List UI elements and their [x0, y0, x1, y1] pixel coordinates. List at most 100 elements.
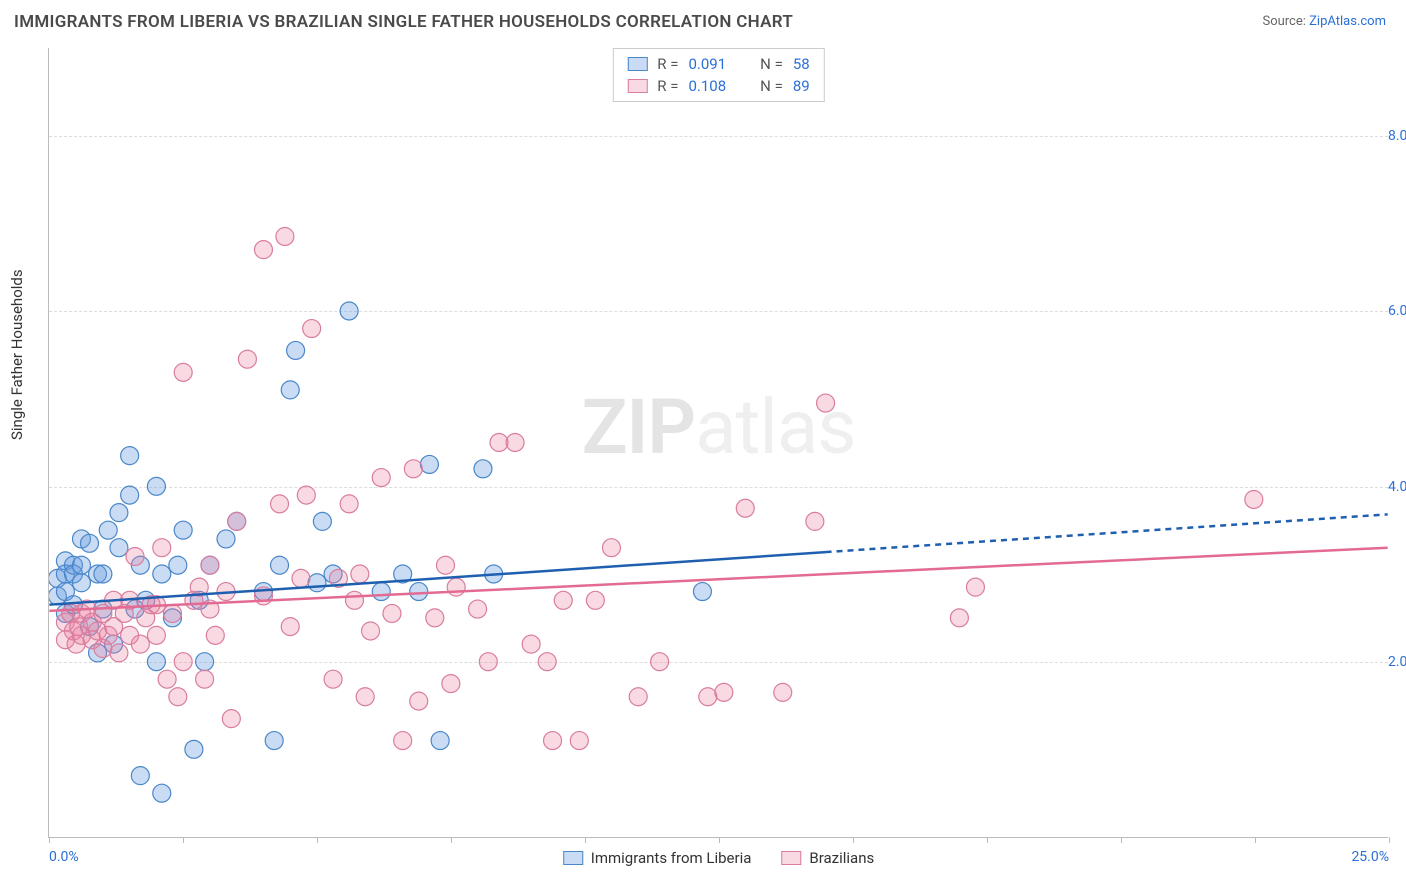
x-tick [317, 837, 318, 843]
plot-area: ZIPatlas R =0.091N =58R =0.108N =89 Immi… [48, 48, 1388, 838]
data-point-brazilians [174, 653, 192, 671]
chart-title: IMMIGRANTS FROM LIBERIA VS BRAZILIAN SIN… [14, 12, 793, 32]
data-point-liberia [169, 556, 187, 574]
data-point-liberia [217, 530, 235, 548]
data-point-brazilians [736, 499, 754, 517]
data-point-liberia [147, 477, 165, 495]
data-point-brazilians [174, 363, 192, 381]
data-point-brazilians [351, 565, 369, 583]
source-prefix: Source: [1262, 14, 1309, 29]
data-point-brazilians [362, 622, 380, 640]
x-tick [719, 837, 720, 843]
data-point-brazilians [110, 644, 128, 662]
data-point-brazilians [158, 670, 176, 688]
data-point-brazilians [651, 653, 669, 671]
x-tick [1255, 837, 1256, 843]
legend-item: Brazilians [781, 849, 874, 867]
source-link[interactable]: ZipAtlas.com [1309, 14, 1386, 29]
data-point-brazilians [442, 675, 460, 693]
x-tick [853, 837, 854, 843]
data-point-brazilians [383, 604, 401, 622]
data-point-brazilians [479, 653, 497, 671]
data-point-brazilians [228, 512, 246, 530]
data-point-liberia [110, 539, 128, 557]
data-point-brazilians [372, 469, 390, 487]
chart-container: IMMIGRANTS FROM LIBERIA VS BRAZILIAN SIN… [0, 0, 1406, 892]
data-point-brazilians [426, 609, 444, 627]
data-point-brazilians [303, 320, 321, 338]
y-tick-label: 4.0% [1388, 479, 1406, 495]
data-point-brazilians [356, 688, 374, 706]
x-tick [1121, 837, 1122, 843]
x-tick [49, 837, 50, 843]
data-point-brazilians [715, 683, 733, 701]
x-tick [1389, 837, 1390, 843]
data-point-liberia [420, 455, 438, 473]
n-label: N = [760, 55, 783, 73]
data-point-brazilians [554, 591, 572, 609]
data-point-brazilians [699, 688, 717, 706]
data-point-brazilians [147, 626, 165, 644]
data-point-brazilians [292, 569, 310, 587]
x-tick [451, 837, 452, 843]
data-point-brazilians [538, 653, 556, 671]
legend-label: Brazilians [809, 849, 874, 867]
data-point-liberia [81, 534, 99, 552]
data-point-liberia [474, 460, 492, 478]
data-point-liberia [131, 767, 149, 785]
data-point-brazilians [206, 626, 224, 644]
x-tick [987, 837, 988, 843]
data-point-brazilians [544, 732, 562, 750]
data-point-brazilians [404, 460, 422, 478]
correlation-legend: R = 0.091 N = 58 R = 0.108 N = 89 [612, 48, 824, 102]
data-point-liberia [147, 653, 165, 671]
data-point-liberia [431, 732, 449, 750]
r-value: 0.091 [688, 55, 726, 73]
x-tick [585, 837, 586, 843]
data-point-liberia [94, 565, 112, 583]
legend-row-brazilians: R = 0.108 N = 89 [627, 75, 809, 97]
y-tick-label: 8.0% [1388, 128, 1406, 144]
data-point-liberia [281, 381, 299, 399]
data-point-liberia [313, 512, 331, 530]
data-point-brazilians [281, 618, 299, 636]
data-point-brazilians [340, 495, 358, 513]
data-point-brazilians [806, 512, 824, 530]
data-point-brazilians [436, 556, 454, 574]
legend-swatch [781, 851, 801, 865]
data-point-brazilians [490, 434, 508, 452]
source-attribution: Source: ZipAtlas.com [1262, 14, 1386, 29]
data-point-brazilians [153, 539, 171, 557]
legend-swatch [627, 79, 647, 93]
data-point-liberia [265, 732, 283, 750]
n-value: 58 [793, 55, 810, 73]
series-legend: Immigrants from Liberia Brazilians [563, 849, 875, 867]
r-value: 0.108 [688, 77, 726, 95]
trendline-liberia-extrapolated [826, 514, 1388, 552]
data-point-brazilians [1245, 490, 1263, 508]
n-label: N = [760, 77, 783, 95]
y-axis-label: Single Father Households [8, 269, 26, 440]
data-point-brazilians [586, 591, 604, 609]
trendline-brazilians [49, 548, 1387, 611]
data-point-brazilians [196, 670, 214, 688]
data-point-brazilians [950, 609, 968, 627]
r-label: R = [657, 77, 678, 95]
data-point-brazilians [817, 394, 835, 412]
legend-label: Immigrants from Liberia [591, 849, 752, 867]
data-point-brazilians [271, 495, 289, 513]
data-point-brazilians [276, 227, 294, 245]
n-value: 89 [793, 77, 810, 95]
data-point-brazilians [394, 732, 412, 750]
r-label: R = [657, 55, 678, 73]
data-point-liberia [153, 784, 171, 802]
data-point-brazilians [469, 600, 487, 618]
data-point-brazilians [774, 683, 792, 701]
data-point-liberia [340, 302, 358, 320]
data-point-liberia [121, 486, 139, 504]
data-point-liberia [99, 521, 117, 539]
data-point-liberia [693, 583, 711, 601]
data-point-liberia [185, 740, 203, 758]
data-point-liberia [72, 556, 90, 574]
y-tick-label: 2.0% [1388, 654, 1406, 670]
